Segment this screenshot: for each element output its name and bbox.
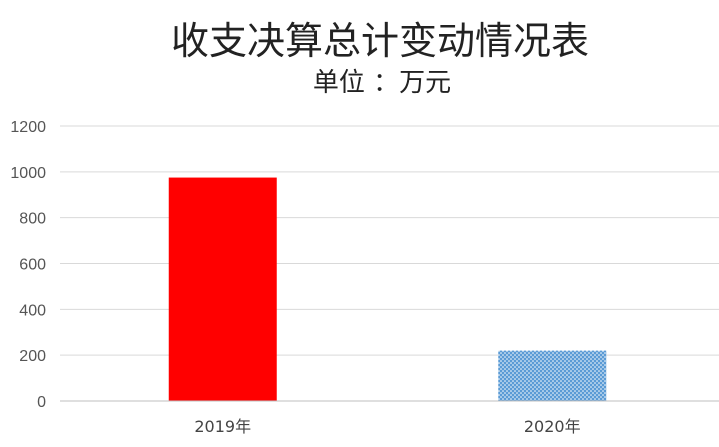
bar-2 (498, 350, 607, 401)
x-category-label: 2019年 (194, 417, 251, 436)
x-category-label: 2020年 (524, 417, 581, 436)
y-tick-label: 1200 (10, 119, 46, 136)
bar-1 (168, 177, 277, 401)
chart-title: 收支决算总计变动情况表 (171, 19, 589, 63)
gridlines (60, 125, 719, 356)
bars (168, 177, 607, 401)
y-tick-label: 600 (19, 257, 46, 274)
y-tick-label: 400 (19, 302, 46, 319)
y-tick-label: 800 (19, 211, 46, 228)
y-axis-ticks: 0 200 400 600 800 1000 1200 (10, 119, 46, 411)
chart-subtitle: 单位 ：万元 (313, 68, 451, 98)
y-tick-label: 1000 (10, 165, 46, 182)
x-axis-categories: 2019年 2020年 (194, 417, 580, 436)
y-tick-label: 200 (19, 348, 46, 365)
y-tick-label: 0 (37, 394, 46, 411)
